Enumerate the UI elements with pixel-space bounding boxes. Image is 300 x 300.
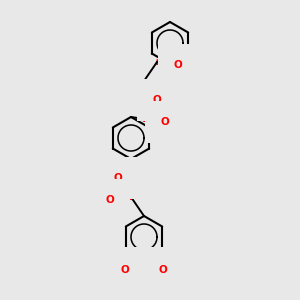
Text: O: O [159, 265, 167, 275]
Text: N: N [140, 263, 148, 273]
Text: O: O [121, 265, 129, 275]
Text: O: O [106, 195, 114, 205]
Text: O: O [160, 117, 169, 127]
Text: O: O [114, 173, 122, 183]
Text: O: O [153, 95, 161, 105]
Text: O: O [174, 60, 182, 70]
